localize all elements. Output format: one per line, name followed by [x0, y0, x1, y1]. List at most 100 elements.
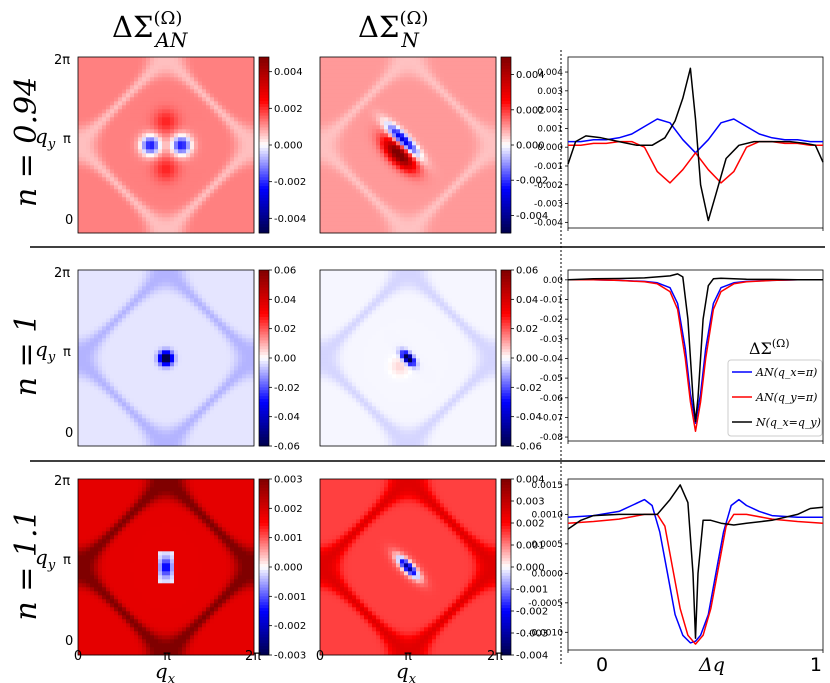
- heatmap-cell: [488, 157, 493, 162]
- heatmap-cell: [328, 97, 333, 102]
- heatmap-cell: [106, 85, 111, 90]
- heatmap-cell: [428, 97, 433, 102]
- heatmap-cell: [464, 85, 469, 90]
- heatmap-cell: [198, 217, 203, 222]
- heatmap-cell: [480, 129, 485, 134]
- heatmap-cell: [222, 129, 227, 134]
- heatmap-cell: [416, 121, 421, 126]
- heatmap-cell: [368, 185, 373, 190]
- heatmap-cell: [436, 141, 441, 146]
- heatmap-cell: [102, 390, 107, 395]
- heatmap-cell: [198, 85, 203, 90]
- heatmap-cell: [146, 398, 151, 403]
- heatmap-cell: [102, 169, 107, 174]
- heatmap-cell: [206, 117, 211, 122]
- heatmap-cell: [202, 173, 207, 178]
- heatmap-cell: [332, 105, 337, 110]
- heatmap-cell: [158, 390, 163, 395]
- heatmap-cell: [142, 157, 147, 162]
- heatmap-cell: [130, 93, 135, 98]
- heatmap-cell: [246, 173, 251, 178]
- heatmap-cell: [126, 394, 131, 399]
- heatmap-cell: [98, 113, 103, 118]
- heatmap-cell: [364, 121, 369, 126]
- heatmap-cell: [372, 85, 377, 90]
- heatmap-cell: [98, 422, 103, 427]
- heatmap-cell: [102, 386, 107, 391]
- heatmap-cell: [428, 137, 433, 142]
- heatmap-cell: [90, 366, 95, 371]
- heatmap-cell: [464, 117, 469, 122]
- heatmap-cell: [484, 81, 489, 86]
- heatmap-cell: [110, 121, 115, 126]
- heatmap-cell: [134, 173, 139, 178]
- heatmap-cell: [190, 97, 195, 102]
- heatmap-cell: [142, 342, 147, 347]
- heatmap-cell: [384, 221, 389, 226]
- heatmap-cell: [420, 89, 425, 94]
- heatmap-cell: [384, 89, 389, 94]
- heatmap-cell: [336, 101, 341, 106]
- heatmap-cell: [328, 229, 333, 234]
- column-header-n: ΔΣ(Ω) N: [358, 8, 428, 52]
- heatmap-cell: [222, 77, 227, 82]
- heatmap-cell: [110, 382, 115, 387]
- heatmap-cell: [468, 189, 473, 194]
- heatmap-cell: [122, 310, 127, 315]
- heatmap-cell: [400, 165, 405, 170]
- heatmap-cell: [122, 326, 127, 331]
- heatmap-cell: [166, 125, 171, 130]
- heatmap-cell: [480, 161, 485, 166]
- heatmap-cell: [336, 77, 341, 82]
- heatmap-cell: [468, 181, 473, 186]
- heatmap-cell: [134, 430, 139, 435]
- heatmap-cell: [110, 274, 115, 279]
- heatmap-cell: [82, 101, 87, 106]
- heatmap-cell: [158, 105, 163, 110]
- lineplot-frame: [567, 56, 824, 229]
- heatmap-cell: [324, 105, 329, 110]
- heatmap-cell: [142, 185, 147, 190]
- heatmap-cell: [194, 81, 199, 86]
- heatmap-cell: [198, 213, 203, 218]
- colorbar-segment: [501, 209, 511, 213]
- heatmap-cell: [468, 153, 473, 158]
- heatmap-cell: [166, 113, 171, 118]
- heatmap-cell: [198, 193, 203, 198]
- heatmap-cell: [102, 225, 107, 230]
- heatmap-cell: [324, 197, 329, 202]
- heatmap-cell: [364, 125, 369, 130]
- heatmap-cell: [408, 109, 413, 114]
- heatmap-cell: [392, 57, 397, 62]
- heatmap-cell: [488, 141, 493, 146]
- heatmap-cell: [234, 101, 239, 106]
- heatmap-cell: [130, 290, 135, 295]
- heatmap-cell: [250, 109, 255, 114]
- heatmap-cell: [364, 137, 369, 142]
- heatmap-cell: [150, 197, 155, 202]
- heatmap-cell: [158, 153, 163, 158]
- heatmap-cell: [150, 101, 155, 106]
- heatmap-cell: [214, 157, 219, 162]
- heatmap-cell: [396, 101, 401, 106]
- heatmap-cell: [368, 161, 373, 166]
- heatmap-cell: [238, 165, 243, 170]
- heatmap-cell: [154, 286, 159, 291]
- heatmap-cell: [206, 213, 211, 218]
- heatmap-cell: [226, 165, 231, 170]
- heatmap-cell: [170, 217, 175, 222]
- heatmap-cell: [324, 189, 329, 194]
- heatmap-cell: [468, 69, 473, 74]
- heatmap-cell: [78, 418, 83, 423]
- heatmap-cell: [468, 125, 473, 130]
- heatmap-cell: [238, 73, 243, 78]
- heatmap-cell: [226, 193, 231, 198]
- heatmap-cell: [186, 217, 191, 222]
- heatmap-cell: [226, 81, 231, 86]
- heatmap-cell: [138, 338, 143, 343]
- heatmap-cell: [380, 117, 385, 122]
- heatmap-cell: [126, 109, 131, 114]
- heatmap-cell: [98, 390, 103, 395]
- heatmap-cell: [468, 193, 473, 198]
- heatmap-cell: [488, 133, 493, 138]
